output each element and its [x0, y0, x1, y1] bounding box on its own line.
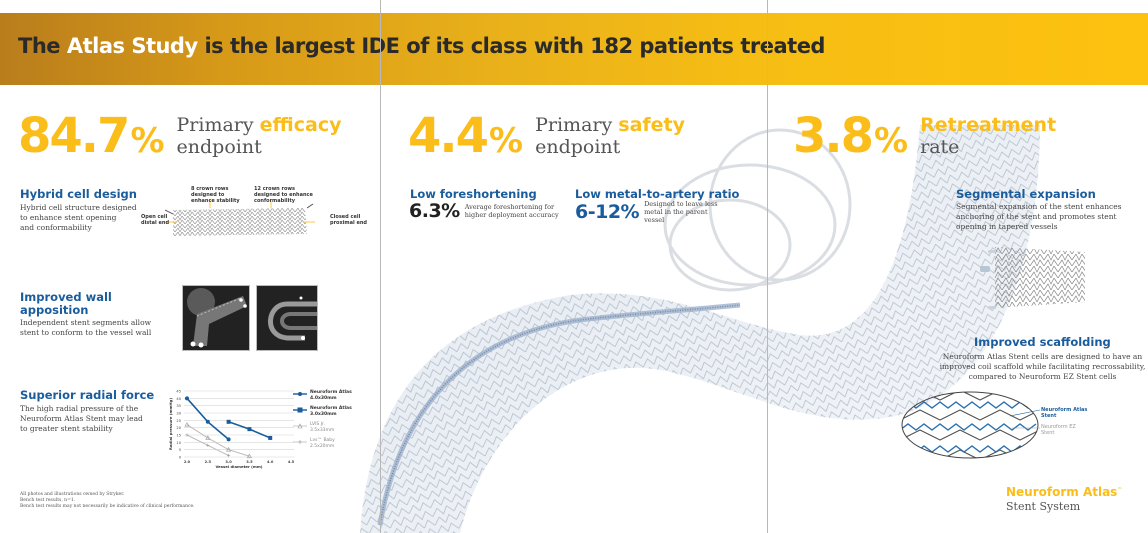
metal-ratio-desc: Designed to leave less metal in the pare…: [644, 200, 718, 224]
data-point: [205, 419, 210, 424]
data-point: [185, 396, 189, 401]
y-tick-label: 10: [176, 441, 181, 445]
data-point: [226, 447, 232, 452]
x-tick-label: 3.5: [246, 460, 253, 464]
stat-retreatment-unit: %: [874, 121, 909, 161]
x-tick-label: 3.0: [225, 460, 232, 464]
brand-subtitle: Stent System: [1006, 500, 1081, 513]
banner-highlight: Atlas Study: [66, 34, 198, 58]
metal-ratio-stat: 6-12% Designed to leave less metal in th…: [575, 200, 724, 224]
stat-efficacy-unit: %: [130, 121, 165, 161]
foreshortening-title: Low foreshortening: [410, 187, 537, 201]
stat-safety-value: 4.4: [408, 108, 489, 164]
chart-legend: Neuroform Atlas 4.0x30mm Neuroform Atlas 3.…: [293, 390, 352, 454]
wall-apposition-desc: Independent stent segments allow stent to…: [20, 318, 152, 337]
scaffolding-title: Improved scaffolding: [974, 335, 1111, 349]
legend-item: Neuroform Atlas 3.0x30mm: [293, 406, 352, 417]
label-open-cell: Open cell distal end: [141, 214, 170, 226]
label-12-crown: 12 crown rows designed to enhance conforma…: [254, 186, 313, 204]
x-tick-label: 2.5: [205, 460, 212, 464]
banner-title: The Atlas Study is the largest IDE of it…: [18, 34, 825, 58]
y-tick-label: 25: [176, 419, 181, 423]
wall-apposition-title: Improved wall apposition: [20, 290, 112, 317]
stat-efficacy-caption: Primary efficacy endpoint: [176, 114, 342, 158]
x-axis-label: Vessel diameter (mm): [215, 464, 262, 469]
legend-item: Lvs™ Baby 2.5x20mm: [293, 438, 352, 449]
x-tick-label: 4.5: [288, 460, 295, 464]
y-tick-label: 30: [176, 412, 181, 416]
stat-retreatment-caption: Retreatment rate: [920, 114, 1057, 158]
data-point: [205, 435, 211, 440]
legend-label: Lvs™ Baby 2.5x20mm: [310, 438, 335, 449]
data-point: [185, 433, 189, 437]
foreshortening-value: 6.3%: [409, 200, 460, 222]
metal-ratio-value: 6-12%: [575, 201, 640, 223]
hybrid-cell-desc: Hybrid cell structure designed to enhanc…: [20, 203, 137, 232]
stat-efficacy-value: 84.7: [18, 108, 130, 164]
legend-item: Neuroform Atlas 4.0x30mm: [293, 390, 352, 401]
y-tick-label: 35: [176, 404, 181, 408]
data-point: [206, 443, 210, 447]
data-point: [247, 427, 252, 432]
data-point: [226, 437, 231, 442]
radial-force-desc: The high radial pressure of the Neurofor…: [20, 404, 143, 433]
scaffolding-cell-diagram: [901, 391, 1040, 459]
foreshortening-stat: 6.3% Average foreshortening for higher d…: [409, 200, 575, 222]
panel-fold-2: [767, 0, 768, 533]
legend-label: Neuroform Atlas 3.0x30mm: [310, 406, 352, 417]
legend-swatch: [293, 392, 307, 396]
data-point: [184, 422, 190, 427]
y-tick-label: 40: [176, 397, 181, 401]
brand-logo: Neuroform Atlas™ Stent System: [1006, 485, 1122, 513]
data-point: [246, 453, 252, 459]
segmental-expansion-desc: Segmental expansion of the stent enhance…: [956, 202, 1122, 231]
legend-swatch: [293, 407, 307, 413]
legend-neuroform-ez: Neuroform EZ Stent: [1041, 424, 1076, 436]
segmental-stent-diagram: [960, 247, 1130, 309]
y-tick-label: 20: [176, 426, 181, 430]
legend-neuroform-atlas: Neuroform Atlas Stent: [1041, 407, 1088, 419]
stat-safety-unit: %: [489, 121, 524, 161]
stat-retreatment: 3.8 % Retreatment rate: [793, 112, 1056, 160]
stent-vessel-illustration: [360, 125, 1040, 533]
hybrid-cell-title: Hybrid cell design: [20, 187, 137, 201]
data-point: [268, 435, 273, 440]
series-line: [186, 424, 250, 457]
hybrid-stent-diagram: [165, 200, 315, 236]
legend-label: Neuroform Atlas 4.0x30mm: [310, 390, 352, 401]
radial-force-title: Superior radial force: [20, 388, 155, 402]
y-tick-label: 0: [179, 456, 182, 460]
angiography-photo-2: [256, 285, 318, 351]
stat-safety: 4.4 % Primary safety endpoint: [408, 112, 685, 160]
segmental-expansion-title: Segmental expansion: [956, 187, 1096, 201]
brand-name: Neuroform Atlas™: [1006, 485, 1123, 499]
data-point: [226, 419, 231, 424]
stat-retreatment-value: 3.8: [793, 108, 874, 164]
data-point: [227, 453, 231, 458]
legend-swatch: [293, 440, 307, 444]
header-banner: [0, 13, 1148, 85]
metal-ratio-title: Low metal-to-artery ratio: [575, 187, 740, 201]
footnote: All photos and illustrations owned by St…: [20, 492, 195, 509]
y-tick-label: 5: [179, 448, 181, 452]
legend-item: LVIS Jr. 3.5x33mm: [293, 422, 352, 433]
stat-efficacy: 84.7 % Primary efficacy endpoint: [18, 112, 341, 160]
label-closed-cell: Closed cell proximal end: [330, 214, 367, 226]
y-tick-label: 45: [176, 390, 181, 394]
y-tick-label: 15: [176, 434, 181, 438]
series-line: [186, 397, 230, 441]
x-tick-label: 4.0: [267, 460, 274, 464]
scaffolding-desc: Neuroform Atlas Stent cells are designed…: [939, 352, 1146, 381]
panel-fold-1: [380, 0, 381, 533]
foreshortening-desc: Average foreshortening for higher deploy…: [464, 203, 559, 219]
y-axis-label: Radial pressure (mmHg): [168, 398, 173, 450]
radial-force-chart: 0 5 10 15 20 25 30 35 40 45 2.0 2.5 3.0 3.5 4.0 4.5 Vess…: [168, 390, 295, 470]
label-8-crown: 8 crown rows designed to enhance stability: [191, 186, 240, 204]
stat-safety-caption: Primary safety endpoint: [535, 114, 686, 158]
legend-label: LVIS Jr. 3.5x33mm: [310, 422, 335, 433]
angiography-photo-1: [182, 285, 250, 351]
x-tick-label: 2.0: [184, 460, 191, 464]
legend-swatch: [293, 423, 307, 429]
